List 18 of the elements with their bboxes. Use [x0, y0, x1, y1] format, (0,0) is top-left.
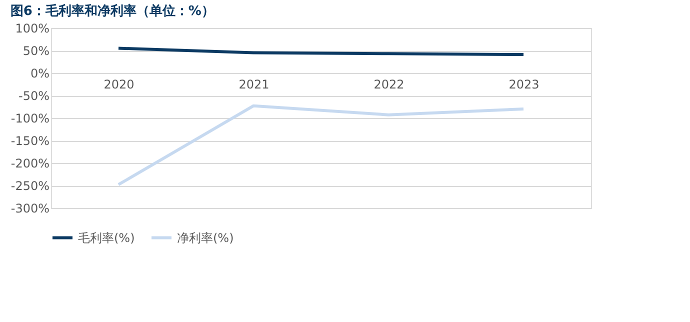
line-series — [117, 46, 525, 56]
y-tick-label: -300% — [10, 202, 50, 216]
y-tick-label: 0% — [30, 66, 50, 80]
y-tick-label: -150% — [10, 134, 50, 148]
y-tick-label: -200% — [10, 156, 50, 170]
y-tick-label: -50% — [18, 89, 50, 103]
line-series — [117, 104, 525, 186]
y-tick-label: -100% — [10, 112, 50, 126]
legend-label: 净利率(%) — [177, 230, 234, 245]
chart-title: 图6：毛利率和净利率（单位：%） — [10, 3, 214, 19]
x-tick-label: 2023 — [508, 78, 540, 92]
y-tick-label: -250% — [10, 179, 50, 193]
y-tick-label: 50% — [22, 44, 50, 58]
x-tick-label: 2022 — [374, 78, 404, 92]
legend-label: 毛利率(%) — [78, 230, 135, 245]
x-tick-label: 2021 — [238, 78, 270, 92]
x-tick-label: 2020 — [104, 78, 134, 92]
y-tick-label: 100% — [15, 22, 50, 36]
